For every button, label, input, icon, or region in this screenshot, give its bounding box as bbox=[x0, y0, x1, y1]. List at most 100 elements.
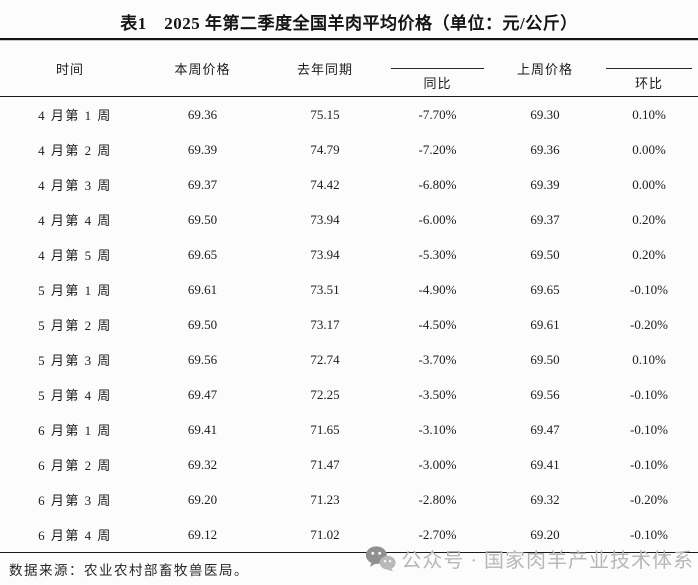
cell-yoy-change: -3.10% bbox=[418, 421, 457, 437]
cell-mom-change: 0.10% bbox=[632, 351, 666, 367]
cell-last-week-price: 69.47 bbox=[530, 421, 560, 437]
cell-week-label: 4 月第 3 周 bbox=[38, 178, 112, 193]
cell-last-year-price: 71.02 bbox=[310, 526, 340, 542]
cell-week-label: 5 月第 3 周 bbox=[38, 353, 112, 368]
col-header-time: 时间 bbox=[55, 62, 84, 77]
cell-last-year-price: 73.17 bbox=[310, 316, 340, 332]
cell-yoy-change: -2.70% bbox=[418, 526, 457, 542]
cell-mom-change: 0.20% bbox=[632, 211, 666, 227]
col-header-this-week-price: 本周价格 bbox=[174, 62, 231, 77]
table-row: 5 月第 1 周 69.61 73.51 -4.90% 69.65 -0.10% bbox=[0, 272, 698, 307]
cell-mom-change: -0.10% bbox=[630, 386, 668, 402]
cell-yoy-change: -6.00% bbox=[418, 211, 457, 227]
cell-last-week-price: 69.50 bbox=[530, 246, 560, 262]
cell-this-week-price: 69.36 bbox=[187, 106, 218, 122]
table-row: 4 月第 4 周 69.50 73.94 -6.00% 69.37 0.20% bbox=[0, 202, 698, 237]
cell-yoy-change: -6.80% bbox=[418, 176, 457, 192]
col-header-last-week-price: 上周价格 bbox=[516, 62, 573, 77]
cell-mom-change: -0.10% bbox=[630, 421, 668, 437]
cell-mom-change: -0.10% bbox=[630, 281, 668, 297]
cell-last-week-price: 69.50 bbox=[530, 351, 560, 367]
table-row: 4 月第 1 周 69.36 75.15 -7.70% 69.30 0.10% bbox=[0, 97, 698, 132]
cell-week-label: 6 月第 3 周 bbox=[38, 493, 112, 508]
cell-week-label: 4 月第 4 周 bbox=[38, 213, 112, 228]
cell-last-year-price: 75.15 bbox=[310, 106, 340, 122]
cell-week-label: 6 月第 4 周 bbox=[38, 528, 112, 543]
cell-last-week-price: 69.20 bbox=[530, 526, 560, 542]
cell-mom-change: 0.10% bbox=[632, 106, 666, 122]
table-row: 6 月第 3 周 69.20 71.23 -2.80% 69.32 -0.20% bbox=[0, 482, 698, 517]
data-source-note: 数据来源：农业农村部畜牧兽医局。 bbox=[9, 563, 249, 578]
cell-last-week-price: 69.37 bbox=[530, 211, 560, 227]
table-row: 4 月第 2 周 69.39 74.79 -7.20% 69.36 0.00% bbox=[0, 132, 698, 167]
cell-last-year-price: 72.74 bbox=[310, 351, 340, 367]
cell-this-week-price: 69.61 bbox=[187, 281, 218, 297]
header-spacer bbox=[600, 41, 698, 68]
mutton-price-table: 时间 本周价格 去年同期 同比 上周价格 环比 4 月第 1 周 69.36 7… bbox=[0, 38, 698, 553]
cell-yoy-change: -4.50% bbox=[418, 316, 457, 332]
table-row: 6 月第 4 周 69.12 71.02 -2.70% 69.20 -0.10% bbox=[0, 517, 698, 552]
cell-week-label: 5 月第 1 周 bbox=[38, 283, 112, 298]
col-header-mom-label: 环比 bbox=[634, 76, 663, 91]
cell-last-week-price: 69.41 bbox=[530, 456, 560, 472]
cell-last-week-price: 69.65 bbox=[530, 281, 560, 297]
cell-last-year-price: 74.42 bbox=[310, 176, 340, 192]
cell-mom-change: -0.10% bbox=[630, 456, 668, 472]
cell-last-week-price: 69.39 bbox=[530, 176, 560, 192]
cell-mom-change: -0.10% bbox=[630, 526, 668, 542]
cell-this-week-price: 69.56 bbox=[187, 351, 218, 367]
cell-mom-change: 0.20% bbox=[632, 246, 666, 262]
table-row: 4 月第 3 周 69.37 74.42 -6.80% 69.39 0.00% bbox=[0, 167, 698, 202]
cell-last-year-price: 71.23 bbox=[310, 491, 340, 507]
cell-this-week-price: 69.50 bbox=[187, 211, 218, 227]
cell-this-week-price: 69.47 bbox=[187, 386, 218, 402]
cell-last-year-price: 74.79 bbox=[310, 141, 340, 157]
cell-last-week-price: 69.61 bbox=[530, 316, 560, 332]
cell-week-label: 4 月第 1 周 bbox=[38, 108, 112, 123]
cell-yoy-change: -7.70% bbox=[418, 106, 457, 122]
cell-yoy-change: -4.90% bbox=[418, 281, 457, 297]
cell-last-year-price: 73.51 bbox=[310, 281, 340, 297]
col-header-last-year-same-period: 去年同期 bbox=[296, 62, 353, 77]
cell-yoy-change: -3.00% bbox=[418, 456, 457, 472]
cell-week-label: 4 月第 2 周 bbox=[38, 143, 112, 158]
cell-week-label: 5 月第 4 周 bbox=[38, 388, 112, 403]
cell-week-label: 6 月第 1 周 bbox=[38, 423, 112, 438]
cell-yoy-change: -3.70% bbox=[418, 351, 457, 367]
cell-last-week-price: 69.30 bbox=[530, 106, 560, 122]
cell-last-week-price: 69.36 bbox=[530, 141, 560, 157]
table-body: 4 月第 1 周 69.36 75.15 -7.70% 69.30 0.10% … bbox=[0, 97, 698, 553]
cell-mom-change: -0.20% bbox=[630, 491, 668, 507]
table-header-row: 时间 本周价格 去年同期 同比 上周价格 环比 bbox=[0, 40, 698, 97]
table-row: 5 月第 3 周 69.56 72.74 -3.70% 69.50 0.10% bbox=[0, 342, 698, 377]
cell-yoy-change: -3.50% bbox=[418, 386, 457, 402]
cell-mom-change: 0.00% bbox=[632, 141, 666, 157]
cell-this-week-price: 69.41 bbox=[187, 421, 218, 437]
cell-this-week-price: 69.37 bbox=[187, 176, 218, 192]
table-row: 6 月第 1 周 69.41 71.65 -3.10% 69.47 -0.10% bbox=[0, 412, 698, 447]
cell-this-week-price: 69.20 bbox=[187, 491, 218, 507]
cell-mom-change: 0.00% bbox=[632, 176, 666, 192]
cell-last-year-price: 73.94 bbox=[310, 211, 340, 227]
table-row: 5 月第 4 周 69.47 72.25 -3.50% 69.56 -0.10% bbox=[0, 377, 698, 412]
cell-this-week-price: 69.32 bbox=[187, 456, 218, 472]
cell-last-year-price: 72.25 bbox=[310, 386, 340, 402]
cell-this-week-price: 69.12 bbox=[187, 526, 218, 542]
cell-yoy-change: -5.30% bbox=[418, 246, 457, 262]
cell-yoy-change: -2.80% bbox=[418, 491, 457, 507]
cell-this-week-price: 69.65 bbox=[187, 246, 218, 262]
cell-yoy-change: -7.20% bbox=[418, 141, 457, 157]
col-header-mom: 环比 bbox=[600, 41, 698, 96]
cell-week-label: 4 月第 5 周 bbox=[38, 248, 112, 263]
cell-last-week-price: 69.32 bbox=[530, 491, 560, 507]
cell-mom-change: -0.20% bbox=[630, 316, 668, 332]
cell-week-label: 6 月第 2 周 bbox=[38, 458, 112, 473]
header-spacer bbox=[385, 41, 490, 68]
table-row: 5 月第 2 周 69.50 73.17 -4.50% 69.61 -0.20% bbox=[0, 307, 698, 342]
col-header-yoy-label: 同比 bbox=[423, 76, 452, 91]
cell-last-year-price: 71.65 bbox=[310, 421, 340, 437]
cell-this-week-price: 69.50 bbox=[187, 316, 218, 332]
table-row: 6 月第 2 周 69.32 71.47 -3.00% 69.41 -0.10% bbox=[0, 447, 698, 482]
cell-last-year-price: 73.94 bbox=[310, 246, 340, 262]
